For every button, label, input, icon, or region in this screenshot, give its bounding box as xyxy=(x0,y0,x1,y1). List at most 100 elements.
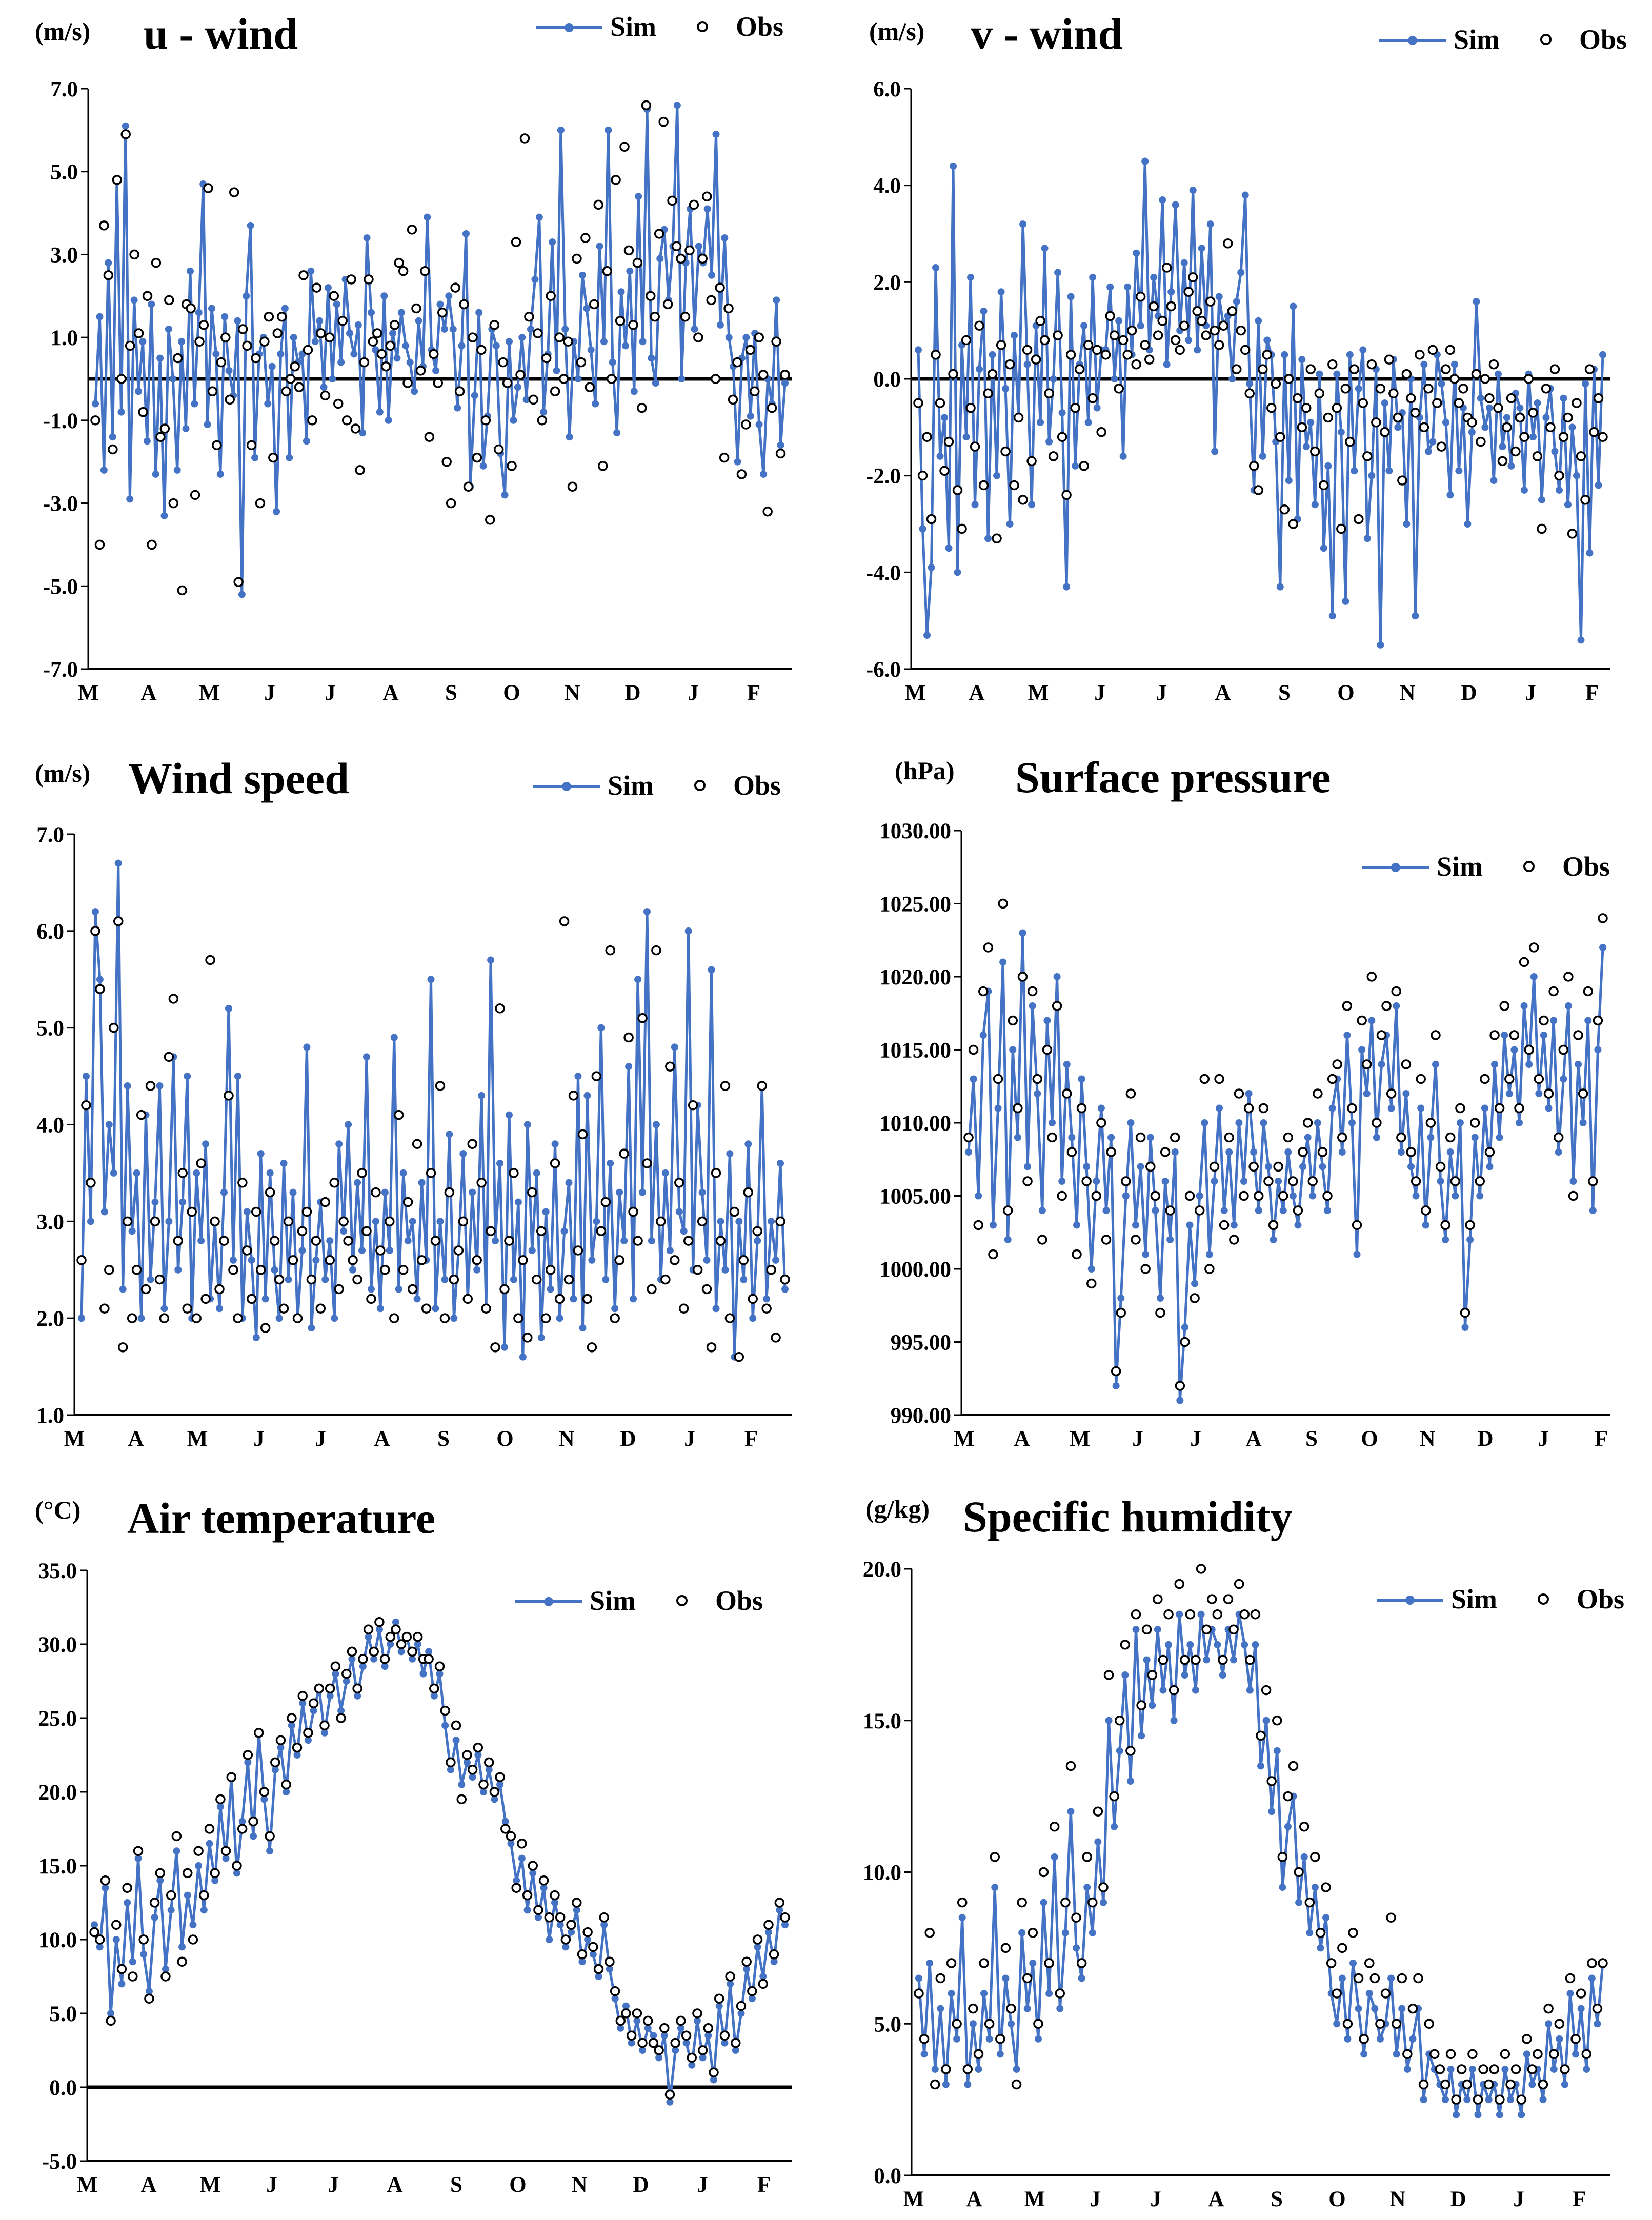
sim-point xyxy=(695,243,702,250)
sim-point xyxy=(547,1285,554,1293)
sim-point xyxy=(1368,472,1376,479)
sim-point xyxy=(1037,418,1044,426)
y-tick-label: 990.00 xyxy=(891,1404,951,1428)
obs-point xyxy=(1424,2019,1434,2029)
obs-point xyxy=(1583,986,1593,997)
obs-point xyxy=(1450,1176,1461,1186)
sim-point xyxy=(182,425,190,433)
sim-point xyxy=(529,1869,537,1877)
sim-point xyxy=(593,1218,600,1225)
sim-point xyxy=(1300,1853,1308,1861)
obs-point xyxy=(393,1109,404,1120)
sim-point xyxy=(1491,1061,1499,1068)
obs-point xyxy=(76,1255,87,1265)
obs-point xyxy=(546,291,556,301)
obs-point xyxy=(1465,1220,1475,1230)
sim-point xyxy=(975,2065,982,2073)
sim-point xyxy=(1476,1192,1484,1200)
sim-point xyxy=(1560,394,1567,402)
obs-point xyxy=(560,1934,571,1945)
obs-point xyxy=(237,1178,248,1188)
obs-point xyxy=(931,350,941,360)
sim-point xyxy=(216,1803,224,1810)
x-month-label: M xyxy=(954,1427,975,1451)
y-tick-label: 30.0 xyxy=(38,1633,77,1657)
obs-point xyxy=(720,1081,731,1091)
sim-point xyxy=(140,1950,148,1958)
sim-point xyxy=(1540,1032,1547,1039)
x-month-label: J xyxy=(1513,2187,1524,2211)
sim-point xyxy=(1393,2050,1400,2058)
obs-point xyxy=(1006,2003,1016,2014)
obs-point xyxy=(454,386,465,397)
obs-point xyxy=(1214,1074,1224,1084)
obs-point xyxy=(507,461,517,471)
obs-point xyxy=(658,116,669,127)
obs-point xyxy=(961,335,972,346)
obs-point xyxy=(1304,1897,1315,1908)
obs-point xyxy=(1125,1088,1136,1099)
sim-point xyxy=(124,1899,131,1906)
obs-point xyxy=(459,299,469,310)
obs-point xyxy=(533,1905,543,1915)
obs-point xyxy=(752,1934,763,1945)
sim-point xyxy=(1394,423,1402,431)
y-tick-label: 1005.00 xyxy=(879,1185,951,1209)
obs-point xyxy=(1074,364,1085,374)
sim-point xyxy=(372,1218,379,1225)
sim-point xyxy=(980,1990,988,1997)
chart-title: Wind speed xyxy=(128,754,349,803)
obs-point xyxy=(394,257,404,268)
y-tick-label: 35.0 xyxy=(38,1559,77,1583)
sim-point xyxy=(1159,196,1166,204)
sim-point xyxy=(1014,1134,1021,1141)
obs-point xyxy=(536,1226,547,1236)
obs-point xyxy=(1476,436,1486,447)
y-unit-label: (m/s) xyxy=(35,17,90,46)
y-tick-label: 4.0 xyxy=(873,174,901,198)
obs-point xyxy=(1244,388,1255,399)
obs-point xyxy=(361,1226,372,1236)
obs-point xyxy=(515,370,526,380)
series-obs xyxy=(913,238,1608,544)
sim-point xyxy=(1068,1134,1076,1141)
sim-point xyxy=(411,388,418,395)
obs-point xyxy=(995,2034,1005,2044)
obs-point xyxy=(472,1255,482,1265)
obs-point xyxy=(1194,1205,1205,1216)
obs-point xyxy=(1342,2019,1353,2029)
obs-point xyxy=(689,199,699,210)
sim-point xyxy=(1170,1717,1178,1724)
obs-point xyxy=(325,1683,335,1694)
sim-point xyxy=(1456,1119,1464,1126)
obs-point xyxy=(1380,1988,1391,1999)
obs-point xyxy=(1035,316,1045,326)
sim-point xyxy=(1255,317,1262,325)
obs-point xyxy=(233,577,244,587)
sim-point xyxy=(1040,1899,1047,1906)
obs-point xyxy=(962,2064,973,2074)
sim-point xyxy=(250,1832,257,1840)
obs-point xyxy=(228,1265,238,1275)
sim-point xyxy=(404,1237,412,1245)
obs-point xyxy=(1548,986,1559,997)
y-tick-label: 15.0 xyxy=(863,1709,901,1733)
sim-point xyxy=(1424,448,1432,455)
obs-point xyxy=(992,533,1002,544)
sim-point xyxy=(271,1266,278,1274)
sim-point xyxy=(225,1004,232,1012)
sim-point xyxy=(708,271,716,279)
obs-point xyxy=(1196,1564,1206,1574)
obs-point xyxy=(1100,350,1111,360)
obs-point xyxy=(145,1081,156,1091)
sim-point xyxy=(1181,1671,1188,1679)
obs-point xyxy=(1527,2064,1538,2074)
obs-point xyxy=(988,1249,998,1260)
sim-point xyxy=(749,1315,757,1322)
sim-point xyxy=(264,400,272,408)
obs-point xyxy=(511,1883,521,1893)
obs-point xyxy=(659,2023,670,2033)
obs-point xyxy=(341,415,352,426)
sim-point xyxy=(109,433,116,441)
obs-point xyxy=(946,1958,957,1968)
